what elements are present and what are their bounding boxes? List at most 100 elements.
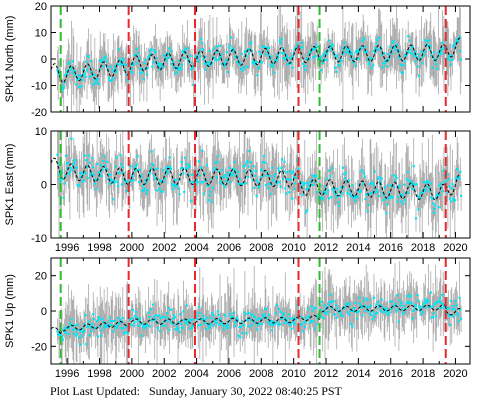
observation-point [459, 170, 462, 173]
observation-point [62, 85, 65, 88]
observation-point [123, 62, 126, 66]
observation-point [223, 185, 226, 189]
observation-point [99, 164, 103, 167]
observation-point [121, 316, 124, 320]
observation-point [61, 178, 65, 181]
observation-point [348, 52, 351, 55]
observation-point [165, 59, 168, 63]
observation-point [406, 295, 409, 298]
observation-point [412, 165, 415, 168]
observation-point [320, 315, 323, 318]
observation-point [426, 185, 429, 189]
observation-point [354, 301, 357, 305]
observation-point [449, 323, 452, 326]
observation-point [261, 314, 264, 317]
plot-area [51, 258, 463, 364]
observation-point [197, 60, 200, 63]
observation-point [251, 313, 254, 316]
observation-point [92, 78, 96, 81]
observation-point [246, 160, 249, 163]
observation-point [158, 62, 161, 65]
observation-point [197, 160, 201, 163]
observation-point [446, 173, 449, 176]
observation-point [374, 46, 377, 50]
observation-point [455, 304, 458, 307]
observation-point [250, 50, 253, 53]
observation-point [75, 332, 79, 336]
observation-point [367, 204, 370, 207]
observation-point [189, 180, 192, 183]
observation-point [320, 69, 323, 72]
observation-point [118, 322, 121, 325]
observation-point [386, 203, 389, 206]
observation-point [429, 182, 432, 185]
observation-point [129, 70, 132, 74]
observation-point [383, 307, 386, 311]
observation-point [368, 61, 371, 64]
observation-point [215, 319, 218, 322]
observation-point [426, 39, 429, 43]
observation-point [130, 179, 133, 182]
observation-point [425, 180, 428, 183]
observation-point [227, 326, 230, 329]
observation-point [395, 310, 398, 313]
observation-point [219, 180, 222, 183]
observation-point [78, 183, 81, 186]
observation-point [112, 179, 115, 182]
observation-point [456, 167, 459, 171]
observation-point [288, 170, 292, 173]
observation-point [173, 183, 176, 187]
observation-point [401, 312, 404, 316]
observation-point [83, 154, 86, 157]
observation-point [176, 183, 179, 186]
observation-point [288, 317, 292, 320]
observation-point [375, 303, 378, 306]
observation-point [282, 57, 285, 60]
observation-point [376, 177, 379, 180]
observation-point [407, 35, 410, 38]
observation-point [147, 177, 150, 180]
observation-point [63, 327, 66, 330]
observation-point [362, 172, 365, 175]
observation-point [133, 321, 136, 324]
observation-point [184, 321, 187, 324]
observation-point [446, 312, 449, 315]
observation-point [348, 179, 351, 182]
observation-point [264, 46, 267, 49]
observation-point [201, 318, 205, 321]
observation-point [366, 58, 369, 62]
observation-point [88, 161, 91, 164]
observation-point [350, 50, 353, 54]
observation-point [91, 156, 94, 160]
observation-point [204, 55, 207, 59]
observation-point [404, 307, 407, 311]
observation-point [217, 313, 220, 317]
observation-point [353, 307, 356, 310]
observation-point [78, 343, 82, 346]
observation-point [85, 343, 88, 346]
observation-point [375, 188, 378, 191]
observation-point [110, 179, 114, 182]
observation-point [209, 190, 212, 193]
observation-point [277, 167, 280, 170]
observation-point [442, 52, 446, 55]
x-tick-label: 2004 [184, 368, 208, 380]
observation-point [229, 44, 232, 47]
observation-point [63, 182, 66, 185]
observation-point [423, 39, 426, 42]
observation-point [312, 183, 315, 187]
x-tick-label: 2006 [217, 242, 241, 254]
observation-point [349, 57, 352, 60]
observation-point [243, 170, 246, 173]
observation-point [287, 62, 290, 66]
observation-point [198, 311, 201, 315]
observation-point [413, 307, 416, 310]
observation-point [381, 310, 384, 314]
observation-point [67, 62, 70, 66]
observation-point [204, 327, 208, 331]
observation-point [146, 324, 149, 327]
observation-point [393, 47, 396, 50]
observation-point [141, 68, 145, 71]
observation-point [218, 182, 222, 185]
observation-point [435, 193, 439, 197]
